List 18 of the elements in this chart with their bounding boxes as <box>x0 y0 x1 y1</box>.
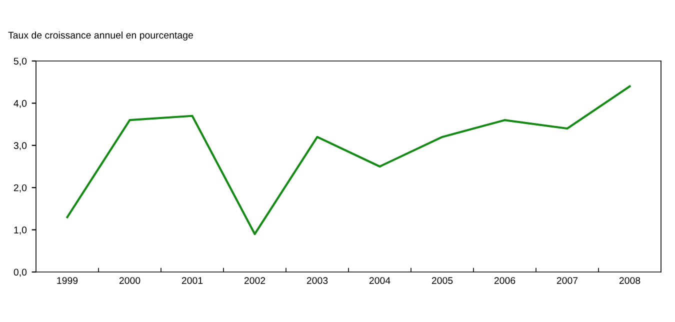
y-tick-label: 2,0 <box>14 184 27 192</box>
x-tick-label: 2000 <box>119 277 140 284</box>
y-tick-label: 0,0 <box>14 268 27 277</box>
y-tick-label: 1,0 <box>14 226 27 235</box>
x-tick-label: 2004 <box>369 277 390 284</box>
x-tick-label: 2005 <box>432 277 453 284</box>
x-tick-label: 2006 <box>494 277 516 284</box>
x-tick-label: 2002 <box>244 277 266 284</box>
y-axis-title: Taux de croissance annuel en pourcentage <box>8 31 193 41</box>
y-tick-label: 3,0 <box>14 142 27 150</box>
x-tick-label: 2007 <box>556 277 578 284</box>
x-tick-label: 2001 <box>182 277 203 284</box>
y-tick-label: 4,0 <box>14 100 27 108</box>
x-tick-label: 2003 <box>306 277 328 284</box>
line-series <box>66 85 631 236</box>
y-tick-label: 5,0 <box>14 58 27 66</box>
x-tick-label: 1999 <box>57 277 78 284</box>
x-tick-label: 2008 <box>619 277 640 284</box>
